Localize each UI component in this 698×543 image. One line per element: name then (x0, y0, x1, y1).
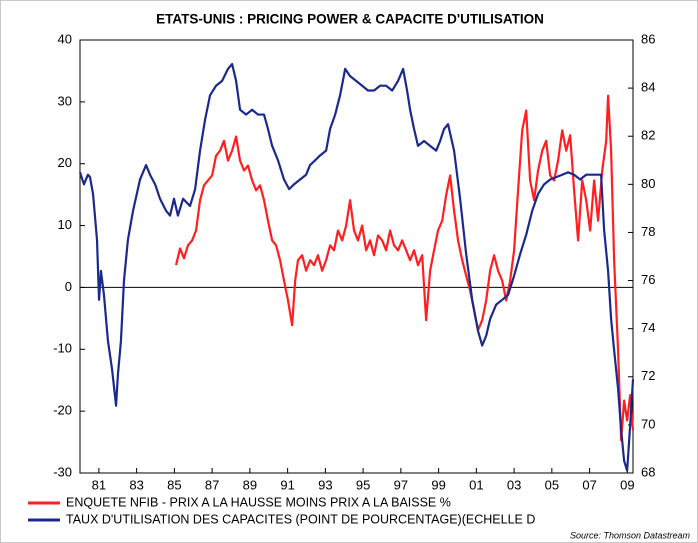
x-tick-label: 99 (431, 477, 445, 492)
chart-title: ETATS-UNIS : PRICING POWER & CAPACITE D'… (156, 12, 544, 27)
y-tick-label: 20 (58, 155, 72, 170)
y2-tick-label: 86 (641, 31, 655, 46)
legend-label: ENQUETE NFIB - PRIX A LA HAUSSE MOINS PR… (66, 495, 451, 509)
y-tick-label: -20 (53, 403, 72, 418)
y2-tick-label: 84 (641, 80, 655, 95)
y2-tick-label: 74 (641, 320, 655, 335)
y2-tick-label: 82 (641, 128, 655, 143)
x-tick-label: 03 (507, 477, 521, 492)
x-tick-label: 89 (243, 477, 257, 492)
series-line (78, 62, 635, 472)
x-tick-label: 91 (280, 477, 294, 492)
source: Source: Thomson Datastream (570, 530, 691, 540)
y-tick-label: -30 (53, 464, 72, 479)
legend-label: TAUX D'UTILISATION DES CAPACITES (POINT … (66, 512, 535, 526)
x-tick-label: 05 (545, 477, 559, 492)
x-tick-label: 07 (582, 477, 596, 492)
y2-tick-label: 70 (641, 416, 655, 431)
x-tick-label: 01 (469, 477, 483, 492)
y-tick-label: 0 (65, 279, 72, 294)
x-tick-label: 81 (92, 477, 106, 492)
x-tick-label: 93 (318, 477, 332, 492)
y2-tick-label: 72 (641, 368, 655, 383)
y2-tick-label: 76 (641, 272, 655, 287)
y2-tick-label: 78 (641, 224, 655, 239)
y2-tick-label: 80 (641, 176, 655, 191)
y-tick-label: 10 (58, 217, 72, 232)
y-tick-label: -10 (53, 341, 72, 356)
y-tick-label: 30 (58, 93, 72, 108)
x-tick-label: 97 (394, 477, 408, 492)
x-tick-label: 87 (205, 477, 219, 492)
x-tick-label: 85 (167, 477, 181, 492)
series-line (174, 94, 635, 442)
plot-frame (79, 39, 634, 474)
y-tick-label: 40 (58, 31, 72, 46)
y2-tick-label: 68 (641, 464, 655, 479)
x-tick-label: 09 (620, 477, 634, 492)
x-tick-label: 83 (129, 477, 143, 492)
x-tick-label: 95 (356, 477, 370, 492)
